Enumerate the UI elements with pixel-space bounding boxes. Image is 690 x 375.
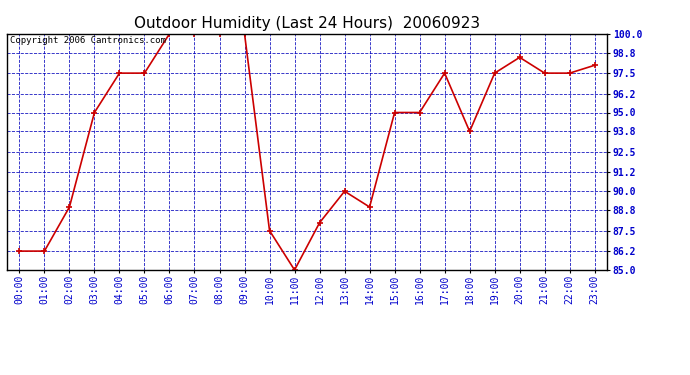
Title: Outdoor Humidity (Last 24 Hours)  20060923: Outdoor Humidity (Last 24 Hours) 2006092…	[134, 16, 480, 31]
Text: Copyright 2006 Cantronics.com: Copyright 2006 Cantronics.com	[10, 36, 166, 45]
